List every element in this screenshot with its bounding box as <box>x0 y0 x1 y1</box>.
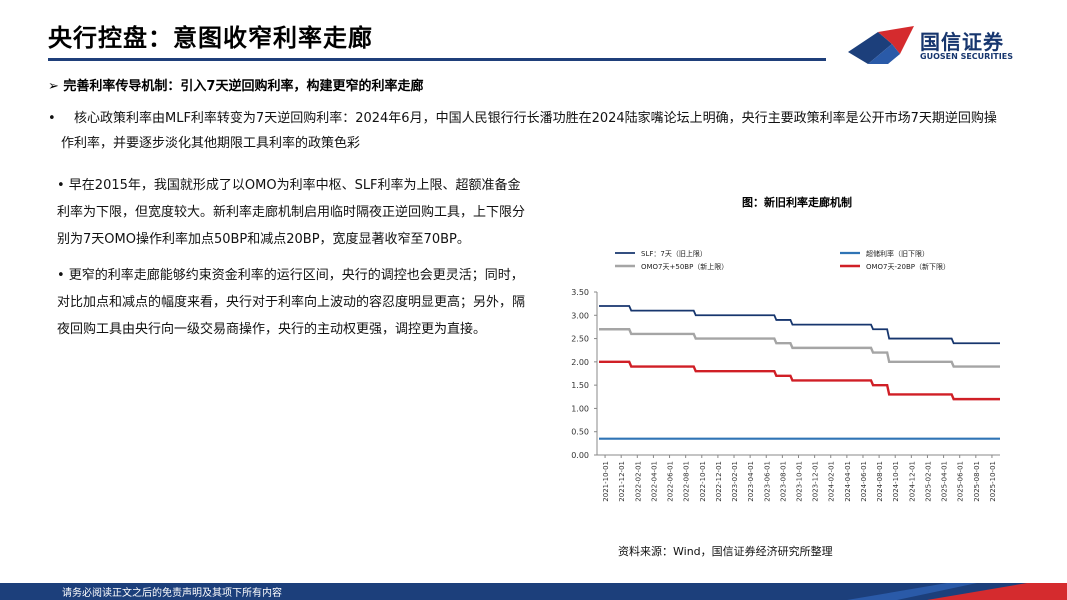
series-line-3 <box>599 360 1000 401</box>
y-tick-label: 2.50 <box>571 335 589 344</box>
legend-label: OMO7天-20BP（新下限） <box>866 262 950 271</box>
chart-title: 图：新旧利率走廊机制 <box>742 196 852 209</box>
x-tick-label: 2021-12-01 <box>618 461 626 502</box>
series-line-0 <box>599 305 1000 345</box>
x-tick-label: 2022-08-01 <box>683 461 691 502</box>
x-tick-label: 2022-04-01 <box>650 461 658 502</box>
point-text: • 早在2015年，我国就形成了以OMO为利率中枢、SLF利率为上限、超额准备金… <box>57 178 526 247</box>
x-tick-label: 2022-12-01 <box>715 461 723 502</box>
x-tick-label: 2022-02-01 <box>634 461 642 502</box>
footer-disclaimer: 请务必阅读正文之后的免责声明及其项下所有内容 <box>62 588 282 599</box>
legend-label: 超储利率（旧下限） <box>866 249 929 258</box>
point-text: • 更窄的利率走廊能够约束资金利率的运行区间，央行的调控也会更灵活；同时，对比加… <box>57 268 526 337</box>
y-tick-label: 0.50 <box>571 428 589 437</box>
x-tick-label: 2023-04-01 <box>747 461 755 502</box>
x-tick-label: 2024-08-01 <box>876 461 884 502</box>
x-tick-label: 2022-06-01 <box>667 461 675 502</box>
bullet-marker: • <box>48 111 56 126</box>
y-tick-label: 1.00 <box>571 404 589 413</box>
x-tick-label: 2023-08-01 <box>779 461 787 502</box>
legend-label: OMO7天+50BP（新上限） <box>641 262 728 271</box>
footer-bar: 请务必阅读正文之后的免责声明及其项下所有内容 <box>0 583 1067 600</box>
y-tick-label: 2.00 <box>571 358 589 367</box>
section-subheading: ➢ 完善利率传导机制：引入7天逆回购利率，构建更窄的利率走廊 <box>48 79 424 94</box>
intro-paragraph: • 核心政策利率由MLF利率转变为7天逆回购利率：2024年6月，中国人民银行行… <box>48 106 1008 156</box>
x-tick-label: 2024-02-01 <box>828 461 836 502</box>
x-tick-label: 2024-04-01 <box>844 461 852 502</box>
title-underline <box>48 58 826 61</box>
x-tick-label: 2022-10-01 <box>699 461 707 502</box>
intro-paragraph-text: 核心政策利率由MLF利率转变为7天逆回购利率：2024年6月，中国人民银行行长潘… <box>61 111 997 151</box>
y-tick-label: 0.00 <box>571 451 589 460</box>
logo-name-en: GUOSEN SECURITIES <box>920 52 1013 61</box>
left-column: • 早在2015年，我国就形成了以OMO为利率中枢、SLF利率为上限、超额准备金… <box>57 172 529 352</box>
y-tick-label: 3.00 <box>571 311 589 320</box>
y-tick-label: 3.50 <box>571 288 589 297</box>
x-tick-label: 2023-06-01 <box>763 461 771 502</box>
x-tick-label: 2024-12-01 <box>908 461 916 502</box>
source-note: 资料来源：Wind，国信证券经济研究所整理 <box>618 545 833 558</box>
x-tick-label: 2024-06-01 <box>860 461 868 502</box>
x-tick-label: 2023-02-01 <box>731 461 739 502</box>
page-title: 央行控盘：意图收窄利率走廊 <box>48 24 373 52</box>
legend-label: SLF：7天（旧上限） <box>641 249 707 258</box>
x-tick-label: 2021-10-01 <box>602 461 610 502</box>
x-tick-label: 2025-10-01 <box>989 461 997 502</box>
x-tick-label: 2025-02-01 <box>924 461 932 502</box>
logo-name-cn: 国信证券 <box>920 30 1004 54</box>
rate-corridor-chart: 3.50 3.00 2.50 2.00 1.50 1.00 0.50 0.00 2021-10-… <box>571 249 1000 502</box>
guosen-logo-icon <box>848 26 914 64</box>
x-tick-label: 2025-06-01 <box>957 461 965 502</box>
x-tick-label: 2024-10-01 <box>892 461 900 502</box>
company-logo: 国信证券 GUOSEN SECURITIES <box>848 24 1028 68</box>
footer-accent-icon <box>847 583 1067 600</box>
series-line-2 <box>599 328 1000 368</box>
x-tick-label: 2023-12-01 <box>812 461 820 502</box>
x-tick-label: 2025-04-01 <box>941 461 949 502</box>
y-tick-label: 1.50 <box>571 381 589 390</box>
x-tick-label: 2025-08-01 <box>973 461 981 502</box>
x-tick-label: 2023-10-01 <box>796 461 804 502</box>
